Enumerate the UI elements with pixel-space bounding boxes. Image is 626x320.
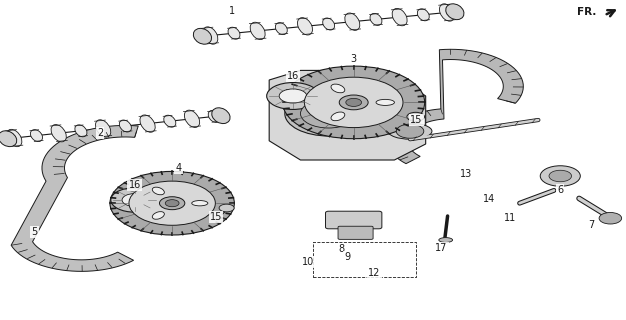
Text: 1: 1 — [228, 6, 235, 16]
Circle shape — [300, 99, 357, 128]
Text: 7: 7 — [588, 220, 595, 230]
Text: 6: 6 — [557, 185, 563, 196]
Text: 16: 16 — [287, 71, 299, 81]
Circle shape — [339, 95, 368, 110]
Ellipse shape — [152, 187, 165, 195]
Text: 15: 15 — [410, 115, 423, 125]
Ellipse shape — [51, 124, 66, 142]
Ellipse shape — [120, 120, 131, 132]
Circle shape — [122, 194, 147, 206]
Text: 13: 13 — [460, 169, 473, 180]
Ellipse shape — [75, 125, 87, 137]
Text: 2: 2 — [97, 128, 103, 138]
Ellipse shape — [439, 237, 453, 243]
Circle shape — [279, 89, 307, 103]
Circle shape — [304, 77, 403, 128]
Text: FR.: FR. — [577, 7, 596, 17]
Ellipse shape — [31, 130, 43, 141]
Polygon shape — [269, 70, 426, 160]
Circle shape — [267, 83, 319, 109]
Circle shape — [110, 172, 234, 235]
Ellipse shape — [392, 8, 407, 26]
Circle shape — [316, 107, 341, 120]
Ellipse shape — [192, 201, 208, 206]
Ellipse shape — [297, 18, 312, 35]
Circle shape — [396, 124, 424, 138]
Ellipse shape — [322, 18, 335, 30]
Circle shape — [111, 188, 158, 212]
Ellipse shape — [185, 110, 200, 127]
Ellipse shape — [152, 212, 165, 219]
Ellipse shape — [331, 84, 345, 93]
Ellipse shape — [212, 108, 230, 124]
Text: 11: 11 — [504, 213, 516, 223]
Circle shape — [540, 166, 580, 186]
Ellipse shape — [193, 28, 212, 44]
Text: 3: 3 — [351, 54, 357, 64]
Ellipse shape — [345, 13, 360, 30]
Ellipse shape — [203, 27, 218, 44]
Ellipse shape — [370, 13, 382, 25]
Ellipse shape — [228, 27, 240, 39]
Ellipse shape — [0, 131, 17, 147]
Polygon shape — [11, 125, 138, 271]
Text: 15: 15 — [210, 212, 222, 222]
Ellipse shape — [7, 129, 22, 147]
Text: 10: 10 — [302, 257, 314, 267]
Text: 9: 9 — [344, 252, 351, 262]
Text: 17: 17 — [435, 243, 448, 253]
FancyBboxPatch shape — [326, 211, 382, 229]
Text: 4: 4 — [175, 163, 182, 173]
Circle shape — [165, 200, 179, 207]
Ellipse shape — [164, 115, 176, 127]
Polygon shape — [387, 49, 523, 164]
Ellipse shape — [140, 115, 155, 132]
Circle shape — [283, 66, 424, 139]
Circle shape — [549, 170, 572, 182]
FancyBboxPatch shape — [338, 226, 373, 239]
Ellipse shape — [208, 110, 220, 122]
Ellipse shape — [331, 112, 345, 121]
Ellipse shape — [418, 9, 429, 21]
Text: 5: 5 — [31, 227, 38, 237]
Text: 14: 14 — [483, 194, 496, 204]
Ellipse shape — [446, 4, 464, 20]
Circle shape — [346, 98, 362, 107]
Ellipse shape — [439, 4, 454, 21]
Ellipse shape — [275, 23, 287, 35]
Circle shape — [407, 112, 424, 121]
Ellipse shape — [250, 22, 265, 40]
Circle shape — [129, 181, 215, 225]
Circle shape — [219, 204, 234, 212]
Circle shape — [285, 91, 372, 136]
Circle shape — [599, 212, 622, 224]
Circle shape — [160, 197, 185, 210]
Ellipse shape — [96, 120, 111, 137]
Text: 16: 16 — [128, 180, 141, 190]
Ellipse shape — [388, 123, 432, 139]
Text: 12: 12 — [368, 268, 381, 278]
Text: 8: 8 — [338, 244, 344, 254]
Ellipse shape — [376, 100, 394, 105]
